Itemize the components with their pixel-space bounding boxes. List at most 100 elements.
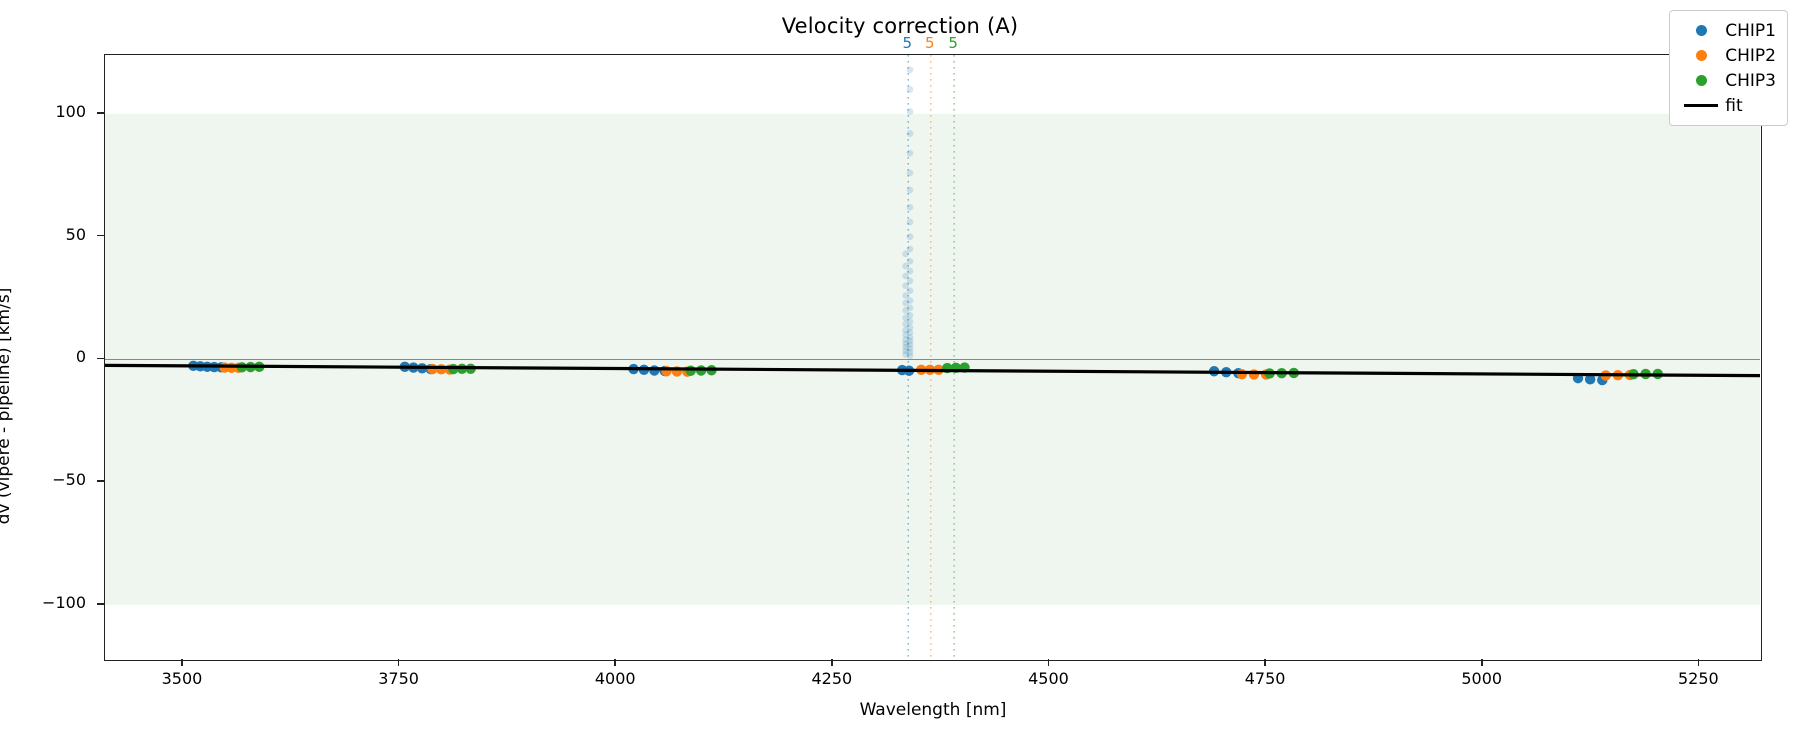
data-point [902, 299, 910, 307]
x-axis-tick [1697, 659, 1700, 666]
y-axis-tick-label: −100 [42, 592, 86, 612]
x-axis-tick-label: 4750 [1244, 669, 1286, 688]
data-point [906, 324, 914, 331]
legend-dot-icon [1695, 50, 1707, 61]
y-axis-tick [97, 480, 104, 482]
legend-label: CHIP2 [1725, 45, 1776, 66]
data-point [1236, 368, 1248, 380]
data-point [902, 320, 910, 328]
data-point [906, 348, 914, 356]
data-point [1584, 374, 1596, 385]
data-point [906, 169, 914, 177]
legend-marker-chip3 [1679, 75, 1723, 86]
data-point [906, 345, 914, 352]
fit-line [105, 363, 1760, 378]
x-axis-label: Wavelength [nm] [859, 700, 1007, 720]
y-axis-tick [97, 112, 104, 114]
vertical-line-label-3: 5 [948, 34, 958, 52]
series-CHIP1-outliers [902, 66, 914, 360]
x-axis-tick [397, 659, 400, 666]
x-axis-tick-label: 3750 [378, 669, 419, 688]
x-axis-tick [614, 659, 617, 666]
legend-marker-fit [1679, 104, 1723, 107]
legend-label: CHIP3 [1725, 70, 1776, 91]
data-point [649, 365, 660, 376]
data-point [906, 333, 914, 341]
legend-dot-icon [1695, 25, 1707, 36]
data-point [685, 365, 696, 376]
data-point [906, 277, 914, 285]
legend-item-chip2[interactable]: CHIP2 [1679, 43, 1776, 68]
data-point [906, 85, 914, 93]
data-point [906, 337, 914, 345]
y-axis-tick-label: 0 [75, 347, 86, 367]
y-axis-tick-label: 50 [65, 224, 86, 244]
y-axis-tick [97, 603, 104, 605]
y-axis-tick [97, 234, 104, 237]
data-point [906, 66, 914, 74]
x-axis-tick-label: 4500 [1028, 669, 1069, 688]
data-point [1248, 369, 1260, 380]
x-axis-tick-label: 4000 [594, 669, 636, 688]
x-axis-tick [181, 659, 183, 666]
data-point [902, 292, 910, 300]
data-point [902, 340, 910, 347]
vertical-line-label-2: 5 [924, 34, 935, 52]
data-point [906, 130, 914, 137]
data-point [902, 314, 910, 322]
legend-label: fit [1725, 95, 1743, 116]
x-axis-tick [831, 659, 833, 666]
data-point [902, 347, 910, 355]
vertical-line-label-1: 5 [902, 34, 912, 52]
data-point [906, 352, 914, 360]
data-point [902, 351, 910, 358]
x-axis-tick-label: 3500 [161, 669, 203, 688]
y-axis-label: dv (vipere - pipeline) [km/s] [0, 287, 14, 525]
legend-marker-chip2 [1679, 50, 1723, 61]
legend-marker-chip1 [1679, 25, 1723, 36]
data-point [906, 297, 914, 304]
legend-label: CHIP1 [1725, 20, 1776, 41]
data-point [902, 306, 910, 314]
legend-item-fit[interactable]: fit [1679, 93, 1776, 118]
data-point [902, 326, 910, 334]
data-point [902, 331, 910, 339]
legend-dot-icon [1695, 75, 1707, 86]
data-point [906, 186, 914, 194]
data-point [902, 262, 910, 270]
data-point [906, 267, 914, 275]
data-point [906, 317, 914, 325]
plot-area [104, 54, 1762, 661]
x-axis-tick-label: 5000 [1461, 669, 1503, 688]
data-point [902, 272, 910, 280]
data-point [906, 304, 914, 312]
data-point [906, 203, 914, 211]
data-point [906, 108, 914, 115]
x-axis-tick [1264, 659, 1266, 666]
legend-line-icon [1684, 104, 1719, 107]
data-point [906, 341, 914, 349]
data-point [902, 343, 910, 351]
data-point [906, 218, 914, 226]
page-title: Velocity correction (A) [781, 14, 1019, 38]
data-point [902, 250, 910, 258]
data-point [906, 287, 914, 295]
y-axis-tick-label: −50 [52, 470, 86, 490]
data-point [906, 311, 914, 319]
x-axis-tick-label: 4250 [811, 669, 853, 688]
legend-item-chip3[interactable]: CHIP3 [1679, 68, 1776, 93]
data-point [902, 336, 910, 344]
data-point [906, 257, 914, 265]
legend-item-chip1[interactable]: CHIP1 [1679, 18, 1776, 43]
y-axis-tick-label: 100 [55, 101, 86, 121]
plot-canvas [105, 55, 1760, 659]
data-point [906, 233, 914, 241]
data-point [906, 245, 914, 253]
data-point [902, 282, 910, 290]
x-axis-tick [1047, 659, 1050, 666]
data-point [906, 329, 914, 336]
x-axis-tick-label: 5250 [1677, 669, 1719, 688]
data-point [906, 149, 914, 157]
x-axis-tick [1480, 659, 1483, 666]
